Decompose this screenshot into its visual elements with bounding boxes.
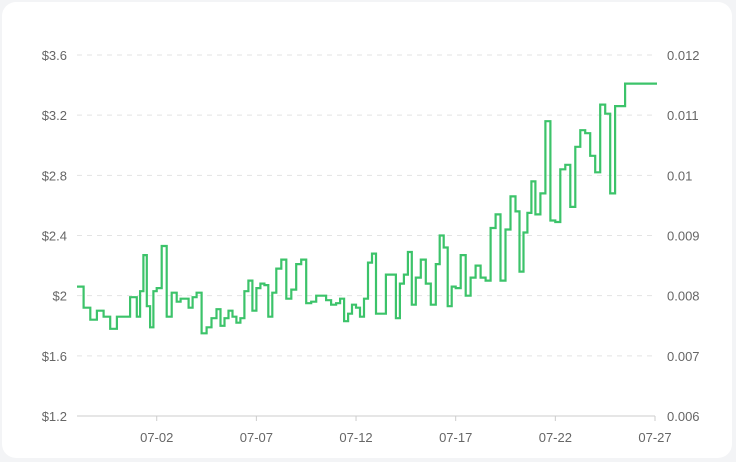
y-left-tick-label: $2 xyxy=(53,289,67,304)
y-right-tick-label: 0.01 xyxy=(667,168,692,183)
gridlines xyxy=(77,54,655,357)
y-left-tick-label: $2.8 xyxy=(42,168,67,183)
y-right-tick-label: 0.011 xyxy=(667,108,699,123)
x-tick-label: 07-02 xyxy=(140,430,173,445)
y-right-tick-label: 0.012 xyxy=(667,48,700,63)
x-tick-label: 07-17 xyxy=(439,430,472,445)
y-left-tick-label: $2.4 xyxy=(42,229,67,244)
price-step-line xyxy=(77,82,657,335)
y-left-tick-label: $3.2 xyxy=(42,108,67,123)
chart-card xyxy=(2,2,732,458)
y-right-tick-label: 0.006 xyxy=(667,409,700,424)
y-axis-right-ticks: 0.006 0.007 0.008 0.009 0.01 0.011 0.012 xyxy=(667,48,700,424)
x-tick-label: 07-12 xyxy=(339,430,372,445)
y-left-tick-label: $1.2 xyxy=(42,409,67,424)
x-axis-ticks: 07-02 07-07 07-12 07-17 07-22 07-27 xyxy=(140,416,672,445)
y-left-tick-label: $3.6 xyxy=(42,48,67,63)
y-left-tick-label: $1.6 xyxy=(42,349,67,364)
y-axis-left-ticks: $1.2 $1.6 $2 $2.4 $2.8 $3.2 $3.6 xyxy=(42,48,67,424)
y-right-tick-label: 0.008 xyxy=(667,289,700,304)
x-tick-label: 07-22 xyxy=(539,430,572,445)
x-tick-label: 07-27 xyxy=(638,430,671,445)
x-tick-label: 07-07 xyxy=(240,430,273,445)
y-right-tick-label: 0.007 xyxy=(667,349,700,364)
y-right-tick-label: 0.009 xyxy=(667,229,700,244)
